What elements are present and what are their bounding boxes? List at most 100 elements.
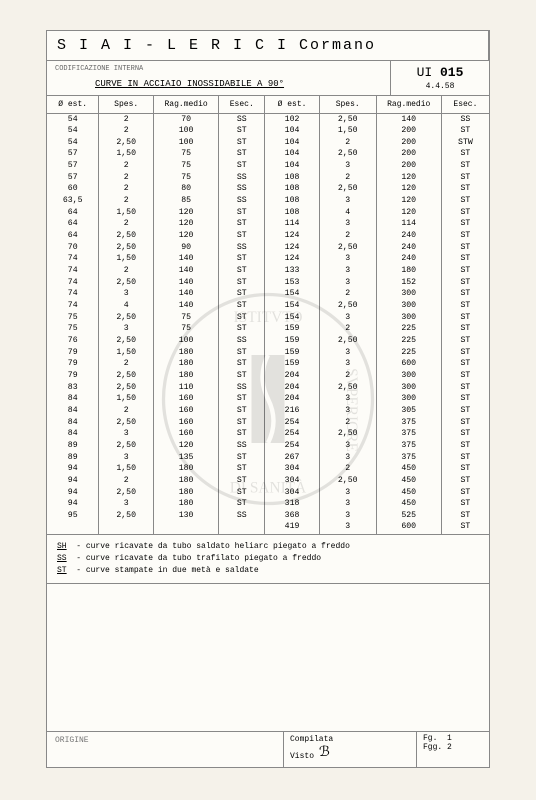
table-cell: ST (441, 289, 489, 301)
table-cell: 74 (47, 289, 99, 301)
table-cell: ST (441, 242, 489, 254)
table-cell: 3 (319, 452, 376, 464)
table-cell: 120 (153, 219, 218, 231)
table-row: 762,50100SS1592,50225ST (47, 335, 489, 347)
table-cell: 108 (265, 184, 320, 196)
table-cell: 254 (265, 429, 320, 441)
table-cell: STW (441, 137, 489, 149)
table-row: 63,5285SS1083120ST (47, 196, 489, 208)
table-cell: 2,50 (319, 149, 376, 161)
table-cell: 159 (265, 347, 320, 359)
table-cell: 100 (153, 126, 218, 138)
table-cell: 225 (376, 335, 441, 347)
table-cell: 3 (319, 522, 376, 534)
table-cell: ST (219, 231, 265, 243)
table-cell: SS (219, 242, 265, 254)
table-cell: 159 (265, 324, 320, 336)
table-cell: 75 (153, 149, 218, 161)
table-cell: ST (219, 219, 265, 231)
table-cell: 3 (99, 429, 154, 441)
table-cell: 225 (376, 324, 441, 336)
table-cell: 120 (153, 231, 218, 243)
table-cell: ST (441, 231, 489, 243)
table-cell: 79 (47, 359, 99, 371)
col-header: Ø est. (47, 96, 99, 114)
table-cell: 104 (265, 137, 320, 149)
table-cell: 84 (47, 405, 99, 417)
table-cell: 2,50 (99, 382, 154, 394)
table-row: 75375ST1592225ST (47, 324, 489, 336)
table-cell: ST (441, 475, 489, 487)
table-cell: ST (441, 499, 489, 511)
table-cell: ST (219, 277, 265, 289)
table-cell: ST (441, 382, 489, 394)
table-cell: ST (219, 417, 265, 429)
table-cell: ST (441, 464, 489, 476)
table-cell: 160 (153, 417, 218, 429)
table-row: 57275SS1082120ST (47, 172, 489, 184)
table-cell: 180 (153, 487, 218, 499)
table-cell: ST (441, 254, 489, 266)
table-cell: SS (219, 440, 265, 452)
table-cell: 2,50 (99, 487, 154, 499)
table-cell (219, 522, 265, 534)
table-cell: 54 (47, 137, 99, 149)
table-row: 892,50120SS2543375ST (47, 440, 489, 452)
table-cell: 95 (47, 510, 99, 522)
table-cell: ST (441, 277, 489, 289)
table-cell: 3 (319, 266, 376, 278)
table-row: 941,50180ST3042450ST (47, 464, 489, 476)
table-cell: 2,50 (319, 475, 376, 487)
table-cell: 450 (376, 464, 441, 476)
table-cell: 57 (47, 161, 99, 173)
table-row: 744140ST1542,50300ST (47, 301, 489, 313)
table-cell: ST (441, 149, 489, 161)
table-cell: ST (441, 184, 489, 196)
table-cell: 240 (376, 254, 441, 266)
table-cell: ST (441, 522, 489, 534)
signature-icon: ℬ (319, 743, 330, 763)
table-cell: 2,50 (99, 231, 154, 243)
table-cell: 2 (99, 184, 154, 196)
table-cell: ST (441, 510, 489, 522)
table-cell: 200 (376, 137, 441, 149)
table-cell: 304 (265, 487, 320, 499)
table-cell: 94 (47, 475, 99, 487)
table-cell: 2 (99, 196, 154, 208)
table-cell: 600 (376, 359, 441, 371)
table-cell: 64 (47, 207, 99, 219)
table-cell: ST (219, 161, 265, 173)
table-cell: 2 (319, 417, 376, 429)
table-cell (47, 522, 99, 534)
table-row: 942180ST3042,50450ST (47, 475, 489, 487)
table-cell: 94 (47, 499, 99, 511)
table-cell: 3 (319, 440, 376, 452)
table-cell: ST (441, 207, 489, 219)
table-cell: ST (441, 312, 489, 324)
table-cell: 74 (47, 266, 99, 278)
table-cell: 2 (319, 464, 376, 476)
legend-line: SS - curve ricavate da tubo trafilato pi… (57, 553, 479, 565)
table-cell: 300 (376, 312, 441, 324)
footer-origine: ORIGINE (47, 732, 284, 767)
table-cell: ST (219, 207, 265, 219)
table-cell: 75 (153, 161, 218, 173)
table-cell: 60 (47, 184, 99, 196)
table-cell: 180 (153, 499, 218, 511)
table-cell: ST (441, 324, 489, 336)
table-cell: 154 (265, 289, 320, 301)
table-cell: 368 (265, 510, 320, 522)
table-cell: ST (219, 126, 265, 138)
table-cell: 2 (319, 324, 376, 336)
table-cell: 375 (376, 440, 441, 452)
table-cell (153, 522, 218, 534)
table-cell: ST (441, 370, 489, 382)
table-row: 943180ST3183450ST (47, 499, 489, 511)
table-cell: 140 (376, 114, 441, 126)
table-cell: 114 (376, 219, 441, 231)
table-cell: ST (219, 429, 265, 441)
table-cell: 74 (47, 301, 99, 313)
footer: ORIGINE Compilata Visto ℬ Fg. 1 Fgg. 2 (47, 731, 489, 767)
table-cell: ST (219, 499, 265, 511)
table-cell: 2 (319, 231, 376, 243)
